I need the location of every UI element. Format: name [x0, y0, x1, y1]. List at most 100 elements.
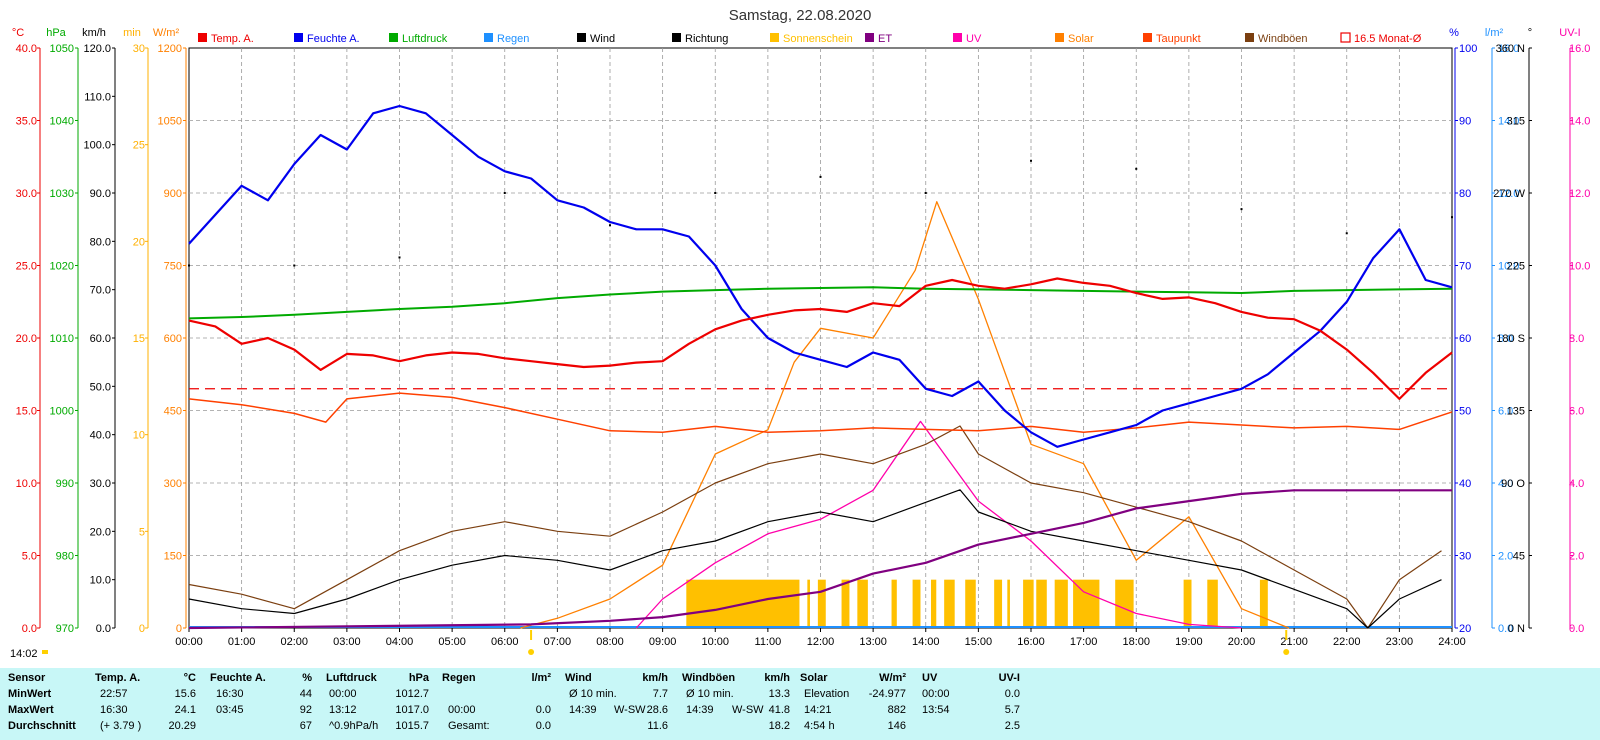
axis-tick-label: 0.0: [96, 623, 111, 635]
series-line-windb-en: [188, 425, 1442, 629]
sunshine-bar: [857, 579, 868, 628]
stats-value-wind: 11.6: [647, 720, 668, 732]
stats-time-press: ^0.9hPa/h: [329, 720, 379, 732]
axis-tick-label: 30: [133, 43, 145, 55]
time-tick-label: 11:00: [755, 636, 782, 648]
stats-time-uv: 00:00: [922, 688, 950, 700]
axis-tick-label: 360 N: [1496, 43, 1525, 55]
axis-tick-label: 16.0: [1569, 43, 1590, 55]
axis-tick-label: 180 S: [1496, 333, 1525, 345]
stats-label-avg: Durchschnitt: [8, 720, 76, 732]
time-tick-label: 15:00: [965, 636, 993, 648]
time-tick-label: 06:00: [491, 636, 519, 648]
stats-time-press: 00:00: [329, 688, 357, 700]
series-line-feuchte-a: [188, 104, 1453, 448]
legend-swatch: [198, 33, 207, 42]
time-tick-label: 05:00: [438, 636, 466, 648]
legend-swatch: [577, 33, 586, 42]
axis-tick-label: 110.0: [84, 91, 111, 103]
axis-tick-label: 10.0: [1569, 261, 1590, 273]
axis-tick-label: 2.0: [1498, 551, 1513, 563]
wind-direction-point: [609, 224, 611, 227]
axis-tick-label: 45: [1513, 551, 1525, 563]
axis-tick-label: 40.0: [16, 43, 37, 55]
sunshine-bar: [841, 579, 850, 628]
legend-label: ET: [878, 33, 892, 45]
axis-tick-label: 0 N: [1508, 623, 1525, 635]
axis-tick-label: 225: [1507, 261, 1525, 273]
sun-marker-dot: [528, 649, 535, 655]
stats-time-wind: 14:39: [569, 704, 597, 716]
legend-swatch: [294, 33, 303, 42]
series-line-uv: [635, 420, 1242, 629]
axis-tick-label: 100: [1459, 43, 1477, 55]
series-line-temp-a: [188, 277, 1453, 400]
stats-header-solar: Solar: [800, 672, 828, 684]
stats-time-gust: Ø 10 min.: [686, 688, 734, 700]
stats-value-hum: 67: [299, 720, 312, 732]
stats-value-solar: 146: [887, 720, 906, 732]
axis-tick-label: 1030: [50, 188, 74, 200]
axis-tick-label: 1000: [50, 406, 74, 418]
axis-tick-label: 25.0: [16, 261, 37, 273]
time-tick-label: 20:00: [1228, 636, 1256, 648]
weather-chart: Samstag, 22.08.2020 Temp. A. Feuchte A. Luf…: [10, 7, 1590, 660]
time-tick-label: 12:00: [807, 636, 835, 648]
stats-time-uv: 13:54: [922, 704, 950, 716]
axis-tick-label: 20.0: [16, 333, 37, 345]
stats-time-solar: Elevation: [804, 688, 850, 700]
time-tick-label: 24:00: [1438, 636, 1466, 648]
axis-tick-label: 0.0: [1498, 623, 1513, 635]
axis-tick-label: 315: [1507, 116, 1525, 128]
axis-tick-label: 14.0: [1498, 116, 1519, 128]
stats-unit-press: hPa: [408, 672, 429, 684]
stats-unit-uv: UV-I: [998, 672, 1020, 684]
stats-direction-wind: W-SW: [614, 704, 646, 716]
axis-tick-label: 20: [133, 236, 145, 248]
stats-time-solar: 14:21: [804, 704, 832, 716]
wind-direction-point: [1451, 216, 1453, 219]
legend-swatch: [1245, 33, 1254, 42]
axis-tick-label: 4.0: [1569, 478, 1584, 490]
legend-swatch: [1055, 33, 1064, 42]
time-tick-label: 18:00: [1122, 636, 1150, 648]
axis-tick-label: 6.0: [1498, 406, 1513, 418]
stats-time-rain: 00:00: [448, 704, 476, 716]
sunshine-bar: [1007, 579, 1010, 628]
axis-tick-label: 970: [56, 623, 74, 635]
stats-time-gust: 14:39: [686, 704, 714, 716]
stats-unit-temp: °C: [183, 672, 196, 684]
time-tick-label: 00:00: [175, 636, 203, 648]
axis-tick-label: 1010: [50, 333, 74, 345]
stats-unit-wind: km/h: [642, 672, 668, 684]
stats-time-hum: 03:45: [216, 704, 244, 716]
axis-tick-label: 50: [1459, 406, 1471, 418]
sunshine-bar: [1036, 579, 1047, 628]
stats-value-rain: 0.0: [535, 704, 551, 716]
axis-unit-right: UV-I: [1559, 27, 1580, 39]
axis-tick-label: 0: [139, 623, 145, 635]
stats-value-wind: 7.7: [652, 688, 668, 700]
time-tick-label: 10:00: [701, 636, 729, 648]
axis-tick-label: 0.0: [1569, 623, 1584, 635]
axis-unit-left: km/h: [82, 27, 106, 39]
legend-swatch: [484, 33, 493, 42]
series-line-luftdruck: [188, 286, 1453, 320]
axis-tick-label: 2.0: [1569, 551, 1584, 563]
stats-value-gust: 18.2: [768, 720, 790, 732]
legend-label: Temp. A.: [211, 33, 254, 45]
axis-tick-label: 6.0: [1569, 406, 1584, 418]
legend-label: Taupunkt: [1156, 33, 1201, 45]
stats-value-gust: 13.3: [768, 688, 790, 700]
current-time-label: 14:02: [10, 648, 38, 660]
axis-tick-label: 300: [164, 478, 182, 490]
time-tick-label: 01:00: [228, 636, 256, 648]
legend-swatch: [389, 33, 398, 42]
wind-direction-point: [714, 192, 717, 194]
stats-header-hum: Feuchte A.: [210, 672, 266, 684]
axis-tick-label: 14.0: [1569, 116, 1590, 128]
legend-label: Feuchte A.: [307, 33, 360, 45]
stats-label-min: MinWert: [8, 688, 52, 700]
current-time-marker: [42, 650, 48, 654]
axis-tick-label: 1050: [50, 43, 74, 55]
